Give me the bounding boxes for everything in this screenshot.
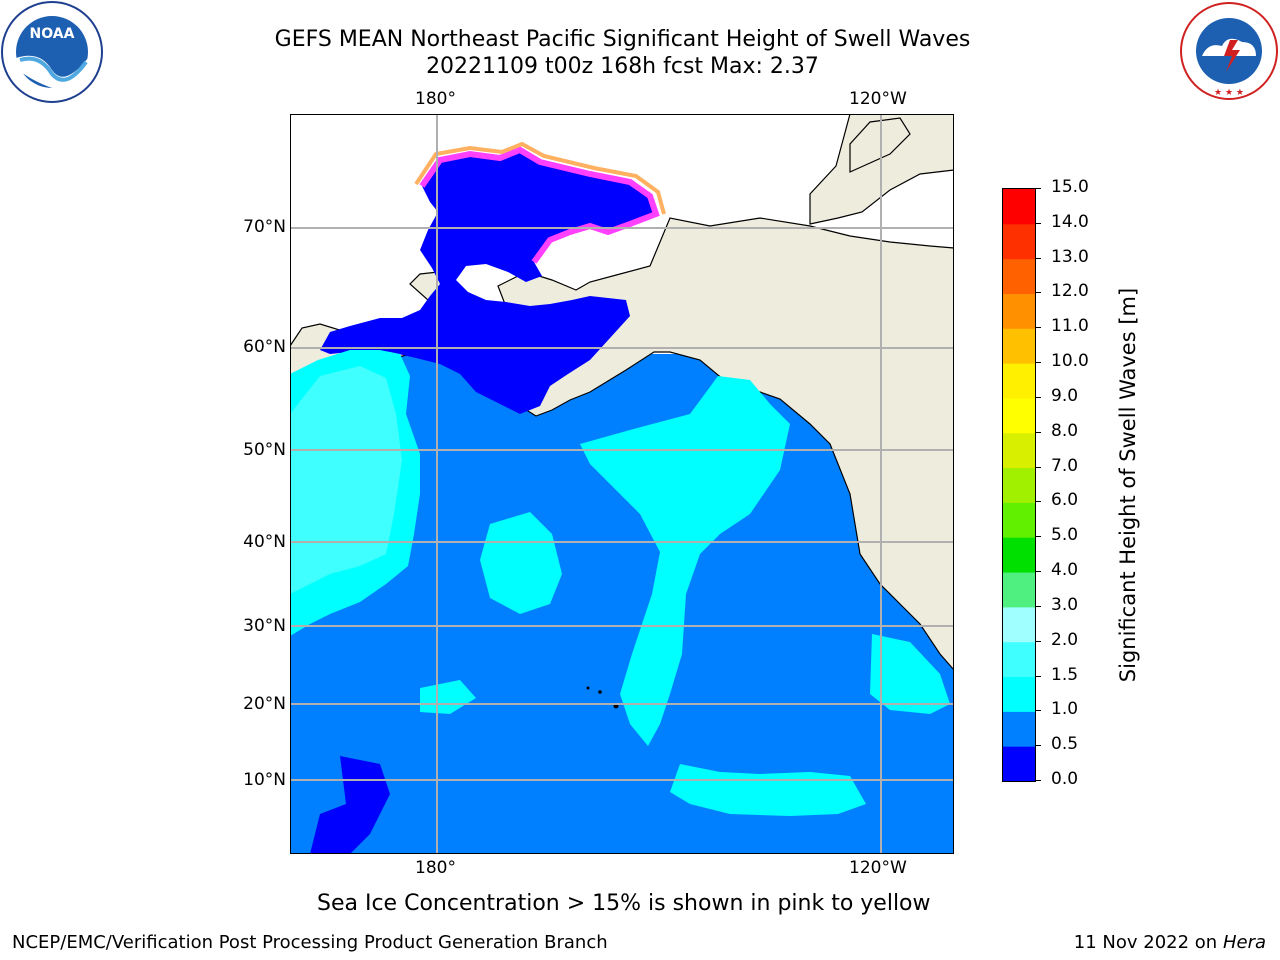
colorbar-tick-label: 2.0 xyxy=(1051,629,1079,650)
colorbar-band xyxy=(1003,467,1035,503)
lat-label-30n: 30°N xyxy=(243,616,286,636)
colorbar-tick-mark xyxy=(1035,780,1041,781)
hawaii-island xyxy=(586,686,590,690)
swell-region-south xyxy=(670,764,866,816)
colorbar-tick-label: 11.0 xyxy=(1051,316,1089,337)
colorbar-tick-mark xyxy=(1035,571,1041,573)
colorbar-band xyxy=(1003,537,1035,573)
swell-region-mid xyxy=(420,680,476,714)
noaa-logo-text: NOAA xyxy=(30,26,75,42)
footer-host: Hera xyxy=(1222,932,1266,953)
colorbar-tick-mark xyxy=(1035,431,1041,433)
colorbar-band xyxy=(1003,397,1035,434)
lat-label-40n: 40°N xyxy=(243,532,286,552)
lon-label-bottom-120w: 120°W xyxy=(849,858,907,878)
colorbar xyxy=(1002,188,1036,782)
colorbar-tick-label: 0.0 xyxy=(1051,769,1079,789)
colorbar-band xyxy=(1003,572,1035,608)
colorbar-band xyxy=(1003,293,1035,329)
colorbar-tick-label: 8.0 xyxy=(1051,420,1079,441)
colorbar-tick-label: 5.0 xyxy=(1051,525,1079,546)
colorbar-tick-mark xyxy=(1035,327,1041,329)
colorbar-ticks: 15.0 14.0 13.0 12.0 11.0 10.0 9.0 8.0 7.0 6.0 5.0 4… xyxy=(1035,177,1095,789)
lat-label-20n: 20°N xyxy=(243,694,286,714)
colorbar-tick-mark xyxy=(1035,501,1041,503)
colorbar-tick-mark xyxy=(1035,710,1041,712)
colorbar-band xyxy=(1003,258,1035,294)
swell-region-southeast xyxy=(870,634,950,714)
colorbar-tick-label: 12.0 xyxy=(1051,281,1089,302)
footer-credit: NCEP/EMC/Verification Post Processing Pr… xyxy=(12,932,608,953)
colorbar-tick-label: 4.0 xyxy=(1051,560,1079,581)
map-svg xyxy=(289,113,955,854)
lat-label-60n: 60°N xyxy=(243,337,286,357)
map-frame xyxy=(289,113,955,854)
colorbar-tick-mark xyxy=(1035,362,1041,364)
colorbar-tick-label: 6.0 xyxy=(1051,490,1079,511)
lat-label-70n: 70°N xyxy=(243,217,286,237)
colorbar-tick-label: 15.0 xyxy=(1051,177,1089,197)
colorbar-tick-label: 1.5 xyxy=(1051,664,1079,685)
colorbar-band xyxy=(1003,711,1035,747)
colorbar-tick-label: 13.0 xyxy=(1051,246,1089,267)
colorbar-band xyxy=(1003,746,1035,782)
swell-region-east xyxy=(580,376,790,746)
chart-subtitle: 20221109 t00z 168h fcst Max: 2.37 xyxy=(426,54,819,79)
colorbar-svg xyxy=(1003,189,1035,782)
colorbar-tick-mark xyxy=(1035,188,1041,189)
colorbar-tick-label: 9.0 xyxy=(1051,385,1079,406)
lat-label-50n: 50°N xyxy=(243,440,286,460)
swell-region-central xyxy=(480,512,562,614)
colorbar-band xyxy=(1003,641,1035,678)
colorbar-tick-mark xyxy=(1035,605,1041,607)
sea-ice-note: Sea Ice Concentration > 15% is shown in … xyxy=(317,891,931,916)
colorbar-band xyxy=(1003,606,1035,643)
colorbar-tick-mark xyxy=(1035,466,1041,468)
svg-text:★ ★ ★: ★ ★ ★ xyxy=(1214,88,1244,98)
colorbar-tick-mark xyxy=(1035,222,1041,224)
sea-ice-edge-outer xyxy=(414,141,666,215)
noaa-logo: NOAA xyxy=(0,0,104,104)
lon-label-top-120w: 120°W xyxy=(849,89,907,109)
chart-title: GEFS MEAN Northeast Pacific Significant … xyxy=(274,27,971,52)
colorbar-title: Significant Height of Swell Waves [m] xyxy=(1116,287,1140,683)
colorbar-tick-label: 10.0 xyxy=(1051,351,1089,372)
colorbar-tick-mark xyxy=(1035,675,1041,677)
footer-date: 11 Nov 2022 on Hera xyxy=(1074,932,1266,953)
colorbar-band xyxy=(1003,363,1035,399)
colorbar-tick-label: 7.0 xyxy=(1051,455,1079,476)
colorbar-tick-label: 14.0 xyxy=(1051,211,1089,232)
lon-label-bottom-180: 180° xyxy=(415,858,456,878)
colorbar-tick-mark xyxy=(1035,292,1041,294)
map-border xyxy=(290,114,954,854)
colorbar-tick-mark xyxy=(1035,257,1041,259)
lat-label-10n: 10°N xyxy=(243,770,286,790)
nws-logo: ★ ★ ★ xyxy=(1178,0,1280,102)
graticule xyxy=(290,114,954,854)
colorbar-tick-mark xyxy=(1035,396,1041,398)
colorbar-tick-mark xyxy=(1035,640,1041,642)
lon-label-top-180: 180° xyxy=(415,89,456,109)
colorbar-tick-label: 3.0 xyxy=(1051,594,1079,615)
hawaii-island xyxy=(598,690,602,694)
colorbar-tick-label: 0.5 xyxy=(1051,734,1079,755)
colorbar-band xyxy=(1003,676,1035,712)
colorbar-tick-mark xyxy=(1035,536,1041,538)
colorbar-band xyxy=(1003,432,1035,469)
colorbar-band xyxy=(1003,223,1035,260)
footer-date-text: 11 Nov 2022 on xyxy=(1073,932,1218,953)
colorbar-band xyxy=(1003,328,1035,364)
colorbar-tick-mark xyxy=(1035,745,1041,747)
swell-region-west-2 xyxy=(290,366,402,594)
colorbar-band xyxy=(1003,502,1035,538)
colorbar-band xyxy=(1003,189,1035,225)
colorbar-tick-label: 1.0 xyxy=(1051,699,1079,720)
